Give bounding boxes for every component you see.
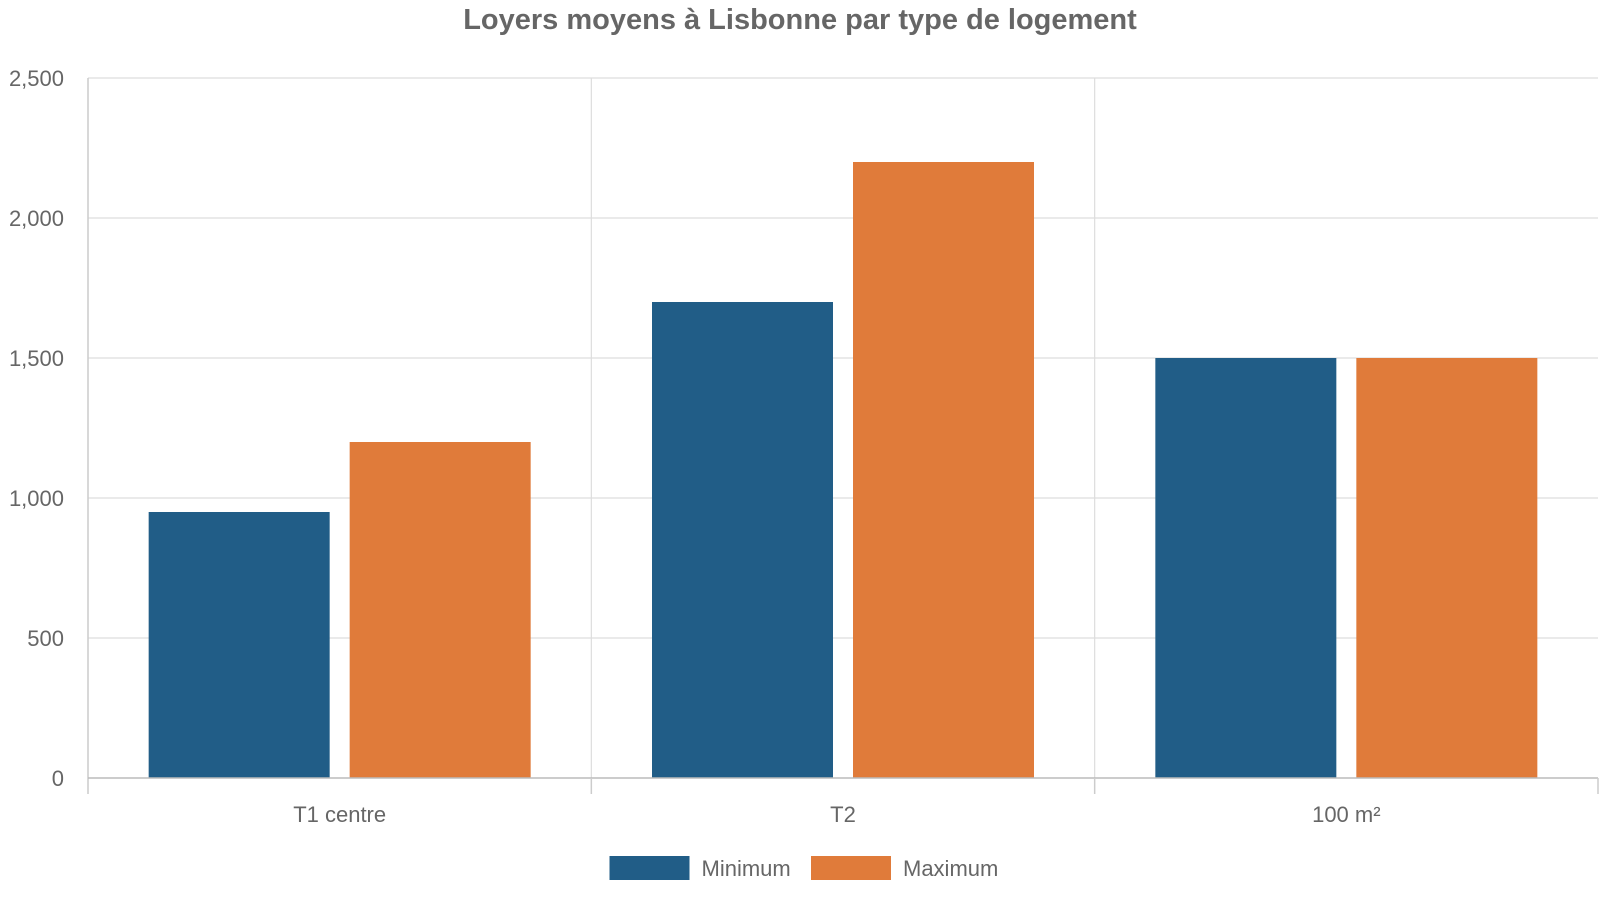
x-tick-label: 100 m² — [1312, 802, 1380, 827]
bar-minimum-1[interactable] — [652, 302, 833, 778]
grid-layer — [88, 77, 1598, 778]
y-tick-label: 2,000 — [9, 206, 64, 231]
y-tick-label: 1,500 — [9, 346, 64, 371]
bar-minimum-2[interactable] — [1155, 358, 1337, 778]
legend-item-maximum[interactable]: Maximum — [811, 856, 998, 881]
y-tick-label: 2,500 — [9, 66, 64, 91]
bar-maximum-2[interactable] — [1356, 358, 1538, 778]
legend-swatch — [609, 856, 690, 880]
legend-label: Minimum — [702, 856, 791, 881]
chart-title: Loyers moyens à Lisbonne par type de log… — [463, 4, 1137, 36]
x-tick-label: T2 — [830, 802, 856, 827]
bar-maximum-0[interactable] — [349, 442, 531, 778]
y-tick-label: 0 — [52, 766, 64, 791]
bar-minimum-0[interactable] — [148, 512, 330, 778]
legend-swatch — [811, 856, 891, 880]
x-tick-label: T1 centre — [293, 802, 386, 827]
axis-layer: 0 500 1,000 1,500 2,000 2,500 T1 centre T2 100 m… — [9, 66, 1599, 827]
bars-layer — [148, 162, 1538, 778]
y-tick-label: 500 — [27, 626, 64, 651]
legend: Minimum Maximum — [609, 856, 998, 881]
legend-label: Maximum — [903, 856, 998, 881]
y-tick-label: 1,000 — [9, 486, 64, 511]
legend-item-minimum[interactable]: Minimum — [609, 856, 791, 881]
bar-maximum-1[interactable] — [853, 162, 1034, 778]
